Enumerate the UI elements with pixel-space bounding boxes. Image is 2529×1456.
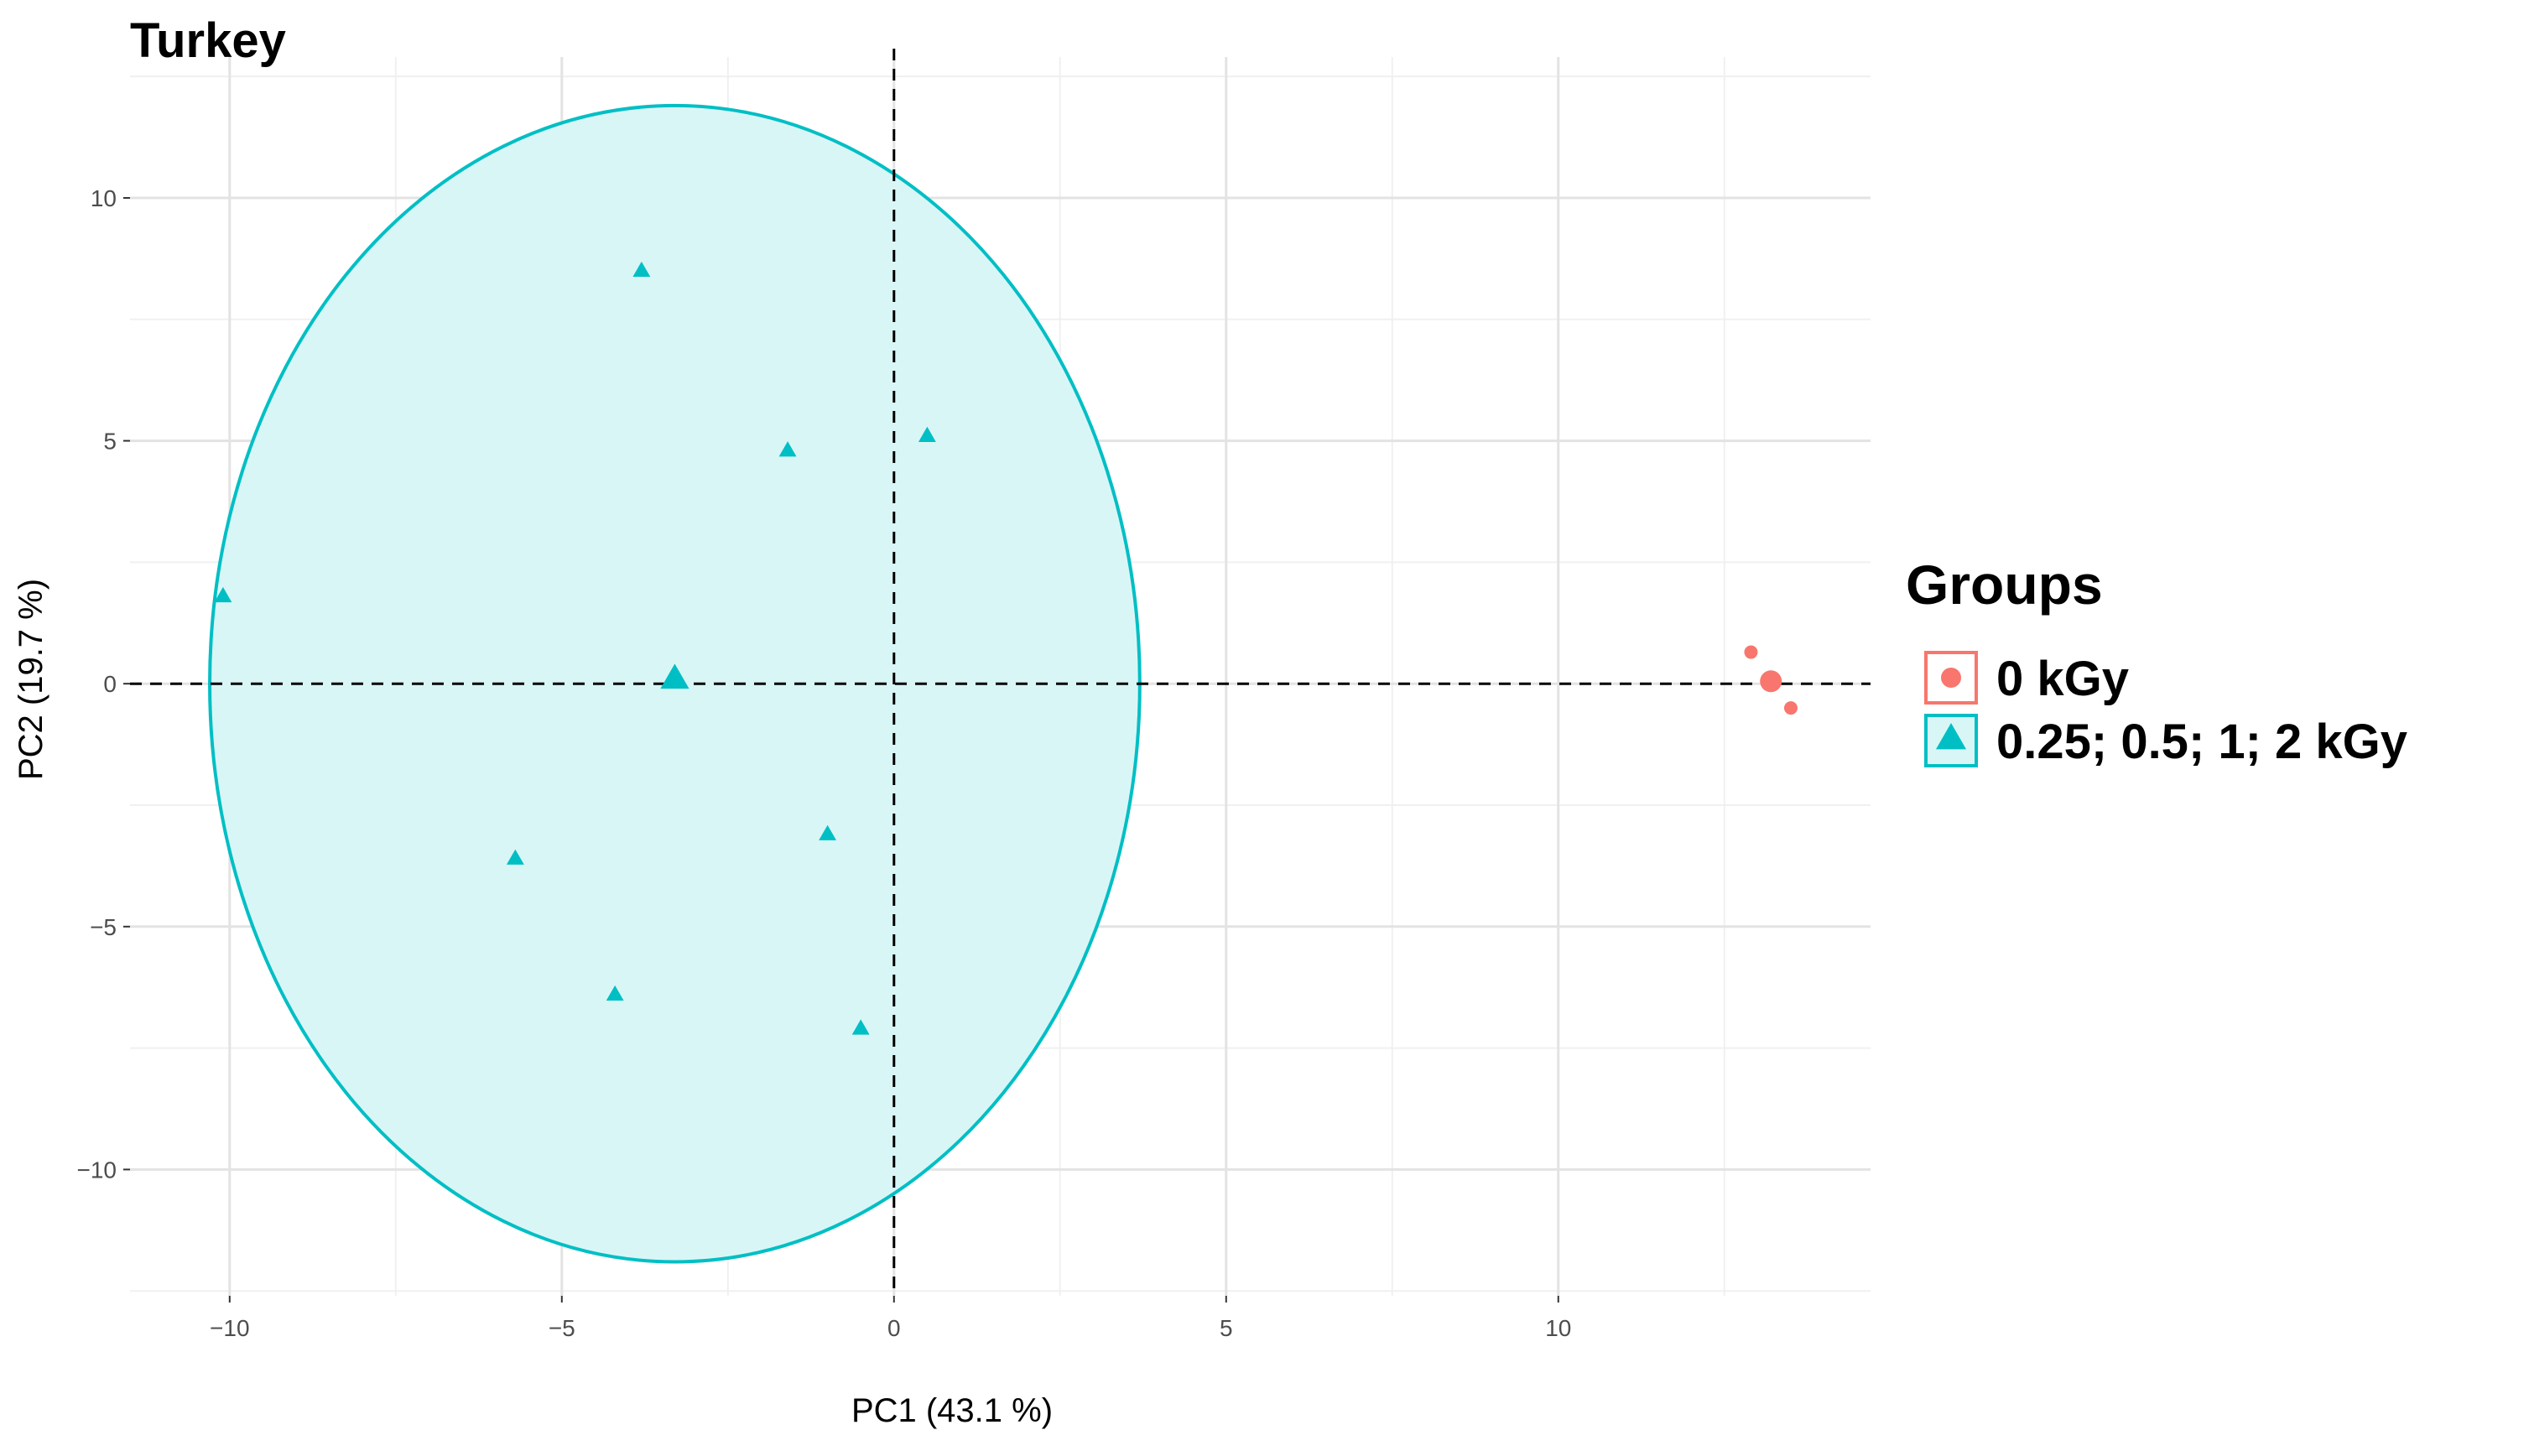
group-centroid	[660, 663, 689, 689]
data-point	[606, 985, 624, 1001]
y-tick-label: −10	[77, 1157, 117, 1183]
data-point	[214, 586, 232, 603]
legend-label: 0.25; 0.5; 1; 2 kGy	[1996, 715, 2407, 769]
data-point	[506, 849, 524, 865]
x-tick-label: 10	[1545, 1315, 1571, 1341]
y-axis-title: PC2 (19.7 %)	[13, 579, 49, 780]
legend-label: 0 kGy	[1996, 652, 2129, 706]
data-point	[851, 1019, 870, 1035]
data-point	[819, 824, 837, 840]
x-tick-label: −5	[549, 1315, 575, 1341]
legend-items: 0 kGy 0.25; 0.5; 1; 2 kGy	[1924, 651, 2407, 769]
chart-title: Turkey	[130, 13, 286, 68]
data-point	[778, 441, 797, 457]
y-tick-label: 5	[103, 429, 117, 455]
y-tick-label: 0	[103, 671, 117, 697]
group-centroid	[1760, 670, 1782, 693]
data-points	[214, 261, 1798, 1035]
data-point	[918, 426, 936, 442]
data-point	[1783, 701, 1798, 715]
x-tick-label: −10	[210, 1315, 250, 1341]
y-tick-label: −5	[90, 914, 117, 940]
y-tick-label: 10	[91, 185, 117, 211]
x-tick-label: 0	[887, 1315, 901, 1341]
legend: Groups 0 kGy 0.25; 0.5; 1; 2 kGy	[1906, 554, 2407, 769]
legend-title: Groups	[1906, 554, 2103, 616]
reference-lines	[130, 49, 1871, 1296]
legend-triangle-marker	[1935, 723, 1967, 750]
axes: −10 −5 0 5 10 −10 −5 0 5 10	[77, 185, 1572, 1341]
x-tick-label: 5	[1220, 1315, 1233, 1341]
data-point	[632, 261, 651, 278]
legend-circle-marker	[1941, 668, 1961, 688]
data-point	[1744, 645, 1758, 659]
x-axis-title: PC1 (43.1 %)	[851, 1392, 1053, 1429]
